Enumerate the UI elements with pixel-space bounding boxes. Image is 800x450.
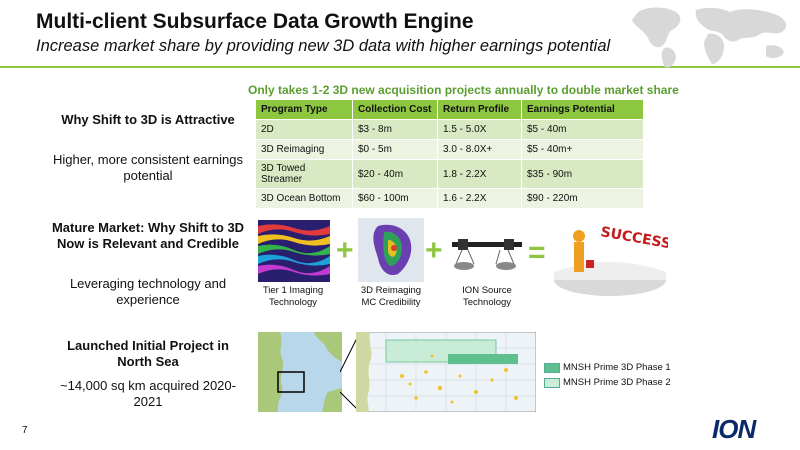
table-cell: $35 - 90m: [521, 159, 644, 189]
north-sea-detail-map: [356, 332, 536, 412]
page-number: 7: [22, 425, 28, 436]
program-table: Program Type Collection Cost Return Prof…: [256, 100, 644, 208]
table-row: 3D Towed Streamer $20 - 40m 1.8 - 2.2X $…: [256, 159, 644, 189]
legend-label: MNSH Prime 3D Phase 1: [563, 362, 671, 373]
plus-sign: +: [425, 234, 443, 267]
legend-swatch: [544, 362, 560, 373]
reimaging-map-image: [358, 218, 424, 282]
table-header-cell: Return Profile: [437, 100, 522, 120]
legend-swatch: [544, 377, 560, 388]
ion-source-image: [452, 239, 522, 270]
ion-logo: ION: [712, 414, 756, 444]
equals-sign: =: [528, 236, 546, 269]
caption-line: Technology: [268, 297, 318, 308]
seismic-imaging-image: [258, 220, 330, 282]
caption-reimaging: 3D Reimaging MC Credibility: [338, 285, 444, 309]
caption-line: 3D Reimaging: [360, 285, 422, 296]
table-cell: 1.6 - 2.2X: [437, 188, 522, 208]
legend-item-phase1: MNSH Prime 3D Phase 1: [544, 362, 671, 373]
plus-sign: +: [336, 234, 354, 267]
table-cell: $20 - 40m: [352, 159, 438, 189]
table-cell: 3.0 - 8.0X+: [437, 139, 522, 160]
table-cell: $90 - 220m: [521, 188, 644, 208]
success-image: SUCCESS: [554, 224, 668, 296]
section-attractive-heading: Why Shift to 3D is Attractive: [61, 112, 235, 127]
legend-label: MNSH Prime 3D Phase 2: [563, 377, 671, 388]
table-cell: $5 - 40m: [521, 119, 644, 140]
table-cell: 1.5 - 5.0X: [437, 119, 522, 140]
section-mature-body: Leveraging technology and experience: [69, 276, 227, 307]
caption-tier1: Tier 1 Imaging Technology: [238, 285, 348, 309]
legend-item-phase2: MNSH Prime 3D Phase 2: [544, 377, 671, 388]
table-cell: 3D Reimaging: [256, 139, 353, 160]
table-cell: $0 - 5m: [352, 139, 438, 160]
caption-line: ION Source: [462, 285, 512, 296]
header-divider: [0, 66, 800, 68]
section-northsea-heading: Launched Initial Project in North Sea: [67, 338, 229, 369]
table-cell: 2D: [256, 119, 353, 140]
map-legend: MNSH Prime 3D Phase 1 MNSH Prime 3D Phas…: [544, 362, 671, 388]
caption-line: MC Credibility: [361, 297, 421, 308]
page-subtitle: Increase market share by providing new 3…: [36, 37, 611, 55]
section-attractive-body: Higher, more consistent earnings potenti…: [52, 152, 244, 183]
highlight-callout: Only takes 1-2 3D new acquisition projec…: [248, 83, 679, 97]
table-cell: $5 - 40m+: [521, 139, 644, 160]
north-sea-overview-map: [258, 332, 342, 412]
table-cell: 1.8 - 2.2X: [437, 159, 522, 189]
page-title: Multi-client Subsurface Data Growth Engi…: [36, 10, 474, 33]
table-row: 3D Ocean Bottom $60 - 100m 1.6 - 2.2X $9…: [256, 188, 644, 208]
table-cell: $60 - 100m: [352, 188, 438, 208]
success-label: SUCCESS: [599, 224, 668, 252]
section-northsea-body: ~14,000 sq km acquired 2020-2021: [60, 378, 236, 409]
table-header-cell: Earnings Potential: [521, 100, 644, 120]
caption-line: Tier 1 Imaging: [262, 285, 324, 296]
table-cell: 3D Ocean Bottom: [256, 188, 353, 208]
table-header-row: Program Type Collection Cost Return Prof…: [256, 100, 644, 120]
table-header-cell: Program Type: [256, 100, 353, 120]
table-row: 2D $3 - 8m 1.5 - 5.0X $5 - 40m: [256, 119, 644, 140]
table-cell: $3 - 8m: [352, 119, 438, 140]
table-header-cell: Collection Cost: [352, 100, 438, 120]
world-map-watermark: [632, 7, 787, 68]
table-row: 3D Reimaging $0 - 5m 3.0 - 8.0X+ $5 - 40…: [256, 139, 644, 160]
caption-line: Technology: [462, 297, 512, 308]
caption-ion-source: ION Source Technology: [434, 285, 540, 309]
table-cell: 3D Towed Streamer: [256, 159, 353, 189]
section-mature-heading: Mature Market: Why Shift to 3D Now is Re…: [51, 220, 245, 251]
